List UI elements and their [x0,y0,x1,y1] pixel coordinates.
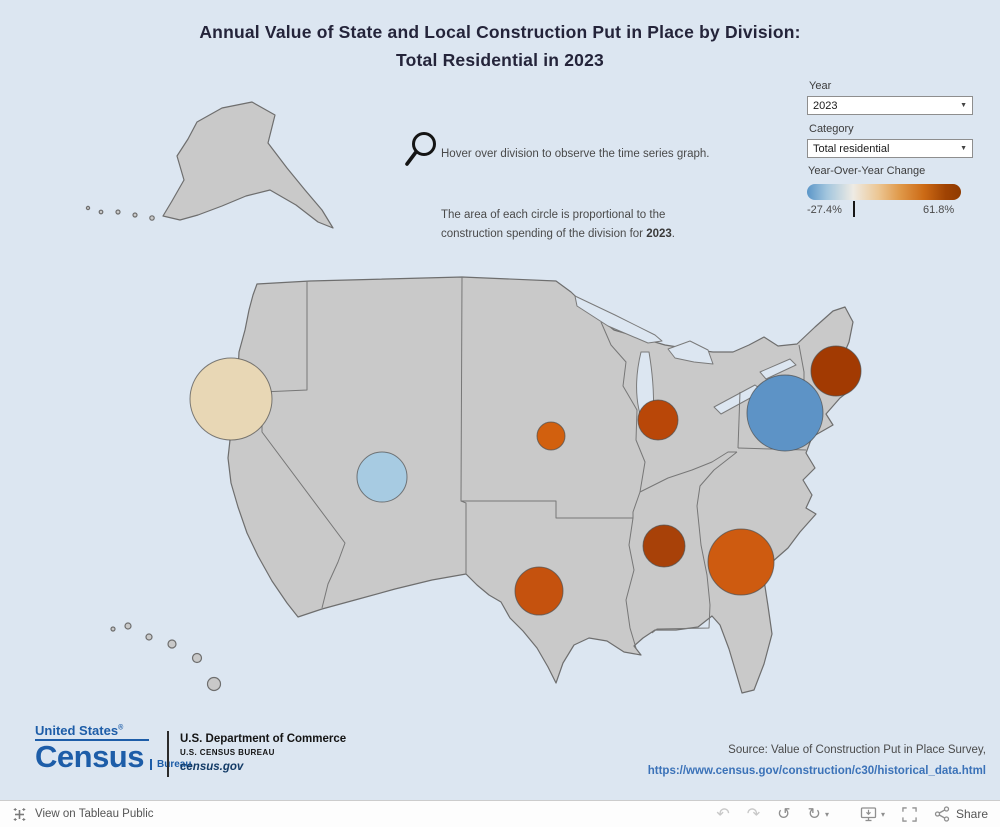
page-title-line2: Total Residential in 2023 [396,50,604,70]
download-device-icon [860,806,877,821]
chevron-down-icon: ▾ [824,809,829,819]
note-line2: construction spending of the division fo… [441,228,647,240]
lake-ontario [759,358,797,380]
dept-of-commerce: U.S. Department of Commerce [180,733,347,745]
fullscreen-icon[interactable] [902,806,917,822]
division-border-ohio-river [639,451,737,493]
legend-min-label: -27.4% [807,204,842,216]
census-gov: census.gov [180,761,244,773]
division-circle-new-england[interactable] [810,345,862,397]
redo-icon[interactable]: ↷ [746,804,761,823]
division-circle-south-atlantic[interactable] [707,528,775,596]
logo-bureau: Bureau [149,759,191,770]
category-dropdown-value: Total residential [813,142,890,155]
division-border-esc-sa [651,451,738,634]
division-border-mountain-central [460,276,467,574]
division-circle-middle-atlantic[interactable] [746,374,824,452]
logo-united-states: United States® [35,723,124,738]
chevron-down-icon: ▼ [960,102,967,109]
refresh-menu[interactable]: ↻ ▾ [808,806,829,822]
magnifier-icon [405,132,436,166]
category-label: Category [809,123,854,135]
us-census-bureau: U.S. CENSUS BUREAU [180,748,275,757]
year-label: Year [809,80,832,92]
lake-superior [574,295,663,344]
registered-mark: ® [118,724,124,732]
download-menu[interactable]: ▾ [860,806,885,822]
replay-icon[interactable]: ↺ [777,804,791,823]
legend-zero-tick [853,201,855,217]
source-link[interactable]: https://www.census.gov/construction/c30/… [647,765,986,777]
note-year: 2023 [646,228,672,240]
page-title-line1: Annual Value of State and Local Construc… [199,22,801,42]
view-on-tableau-public[interactable]: View on Tableau Public [12,807,154,822]
legend-title: Year-Over-Year Change [808,165,926,177]
share-label: Share [955,807,988,821]
refresh-icon: ↻ [807,804,821,823]
category-dropdown[interactable]: Total residential ▼ [807,139,973,158]
division-circle-west-north-central[interactable] [536,421,566,451]
view-on-tableau-label: View on Tableau Public [35,808,154,820]
chevron-down-icon: ▾ [880,809,885,819]
agency-block: U.S. Department of Commerce U.S. CENSUS … [180,733,346,773]
note-tail: . [671,228,675,240]
division-border-pacific-mountain [261,281,346,609]
census-bureau-logo: United States® Census Bureau [35,723,191,772]
division-border-enc-ma [737,391,741,449]
division-circle-pacific[interactable] [189,357,273,441]
source-block: Source: Value of Construction Put in Pla… [648,744,986,779]
tableau-logo-icon [13,807,26,821]
division-circle-mountain[interactable] [356,451,408,503]
share-button[interactable]: Share [934,806,988,822]
circle-size-note: The area of each circle is proportional … [441,206,711,244]
footer-divider [167,731,169,777]
us-mainland [227,276,854,694]
source-text: Source: Value of Construction Put in Pla… [728,744,986,756]
alaska [162,101,334,229]
division-circle-west-south-central[interactable] [514,566,564,616]
aleutian-islands [85,205,155,221]
hawaii-islands [110,622,222,692]
chevron-down-icon: ▼ [960,145,967,152]
logo-rule [35,739,149,741]
division-border-wnc-wsc [461,500,633,519]
lake-huron [667,340,714,365]
yoy-gradient-bar [807,184,961,200]
note-line1: The area of each circle is proportional … [441,209,666,221]
share-icon [934,806,950,822]
hover-hint-text: Hover over division to observe the time … [441,148,710,160]
division-circle-east-south-central[interactable] [642,524,686,568]
division-circle-east-north-central[interactable] [637,399,679,441]
year-dropdown-value: 2023 [813,99,838,112]
logo-census: Census [35,739,144,774]
year-dropdown[interactable]: 2023 ▼ [807,96,973,115]
legend-max-label: 61.8% [923,204,955,216]
undo-icon[interactable]: ↶ [716,804,730,823]
tableau-toolbar: View on Tableau Public ↶ ↷ ↺ ↻ ▾ ▾ [0,800,1000,827]
